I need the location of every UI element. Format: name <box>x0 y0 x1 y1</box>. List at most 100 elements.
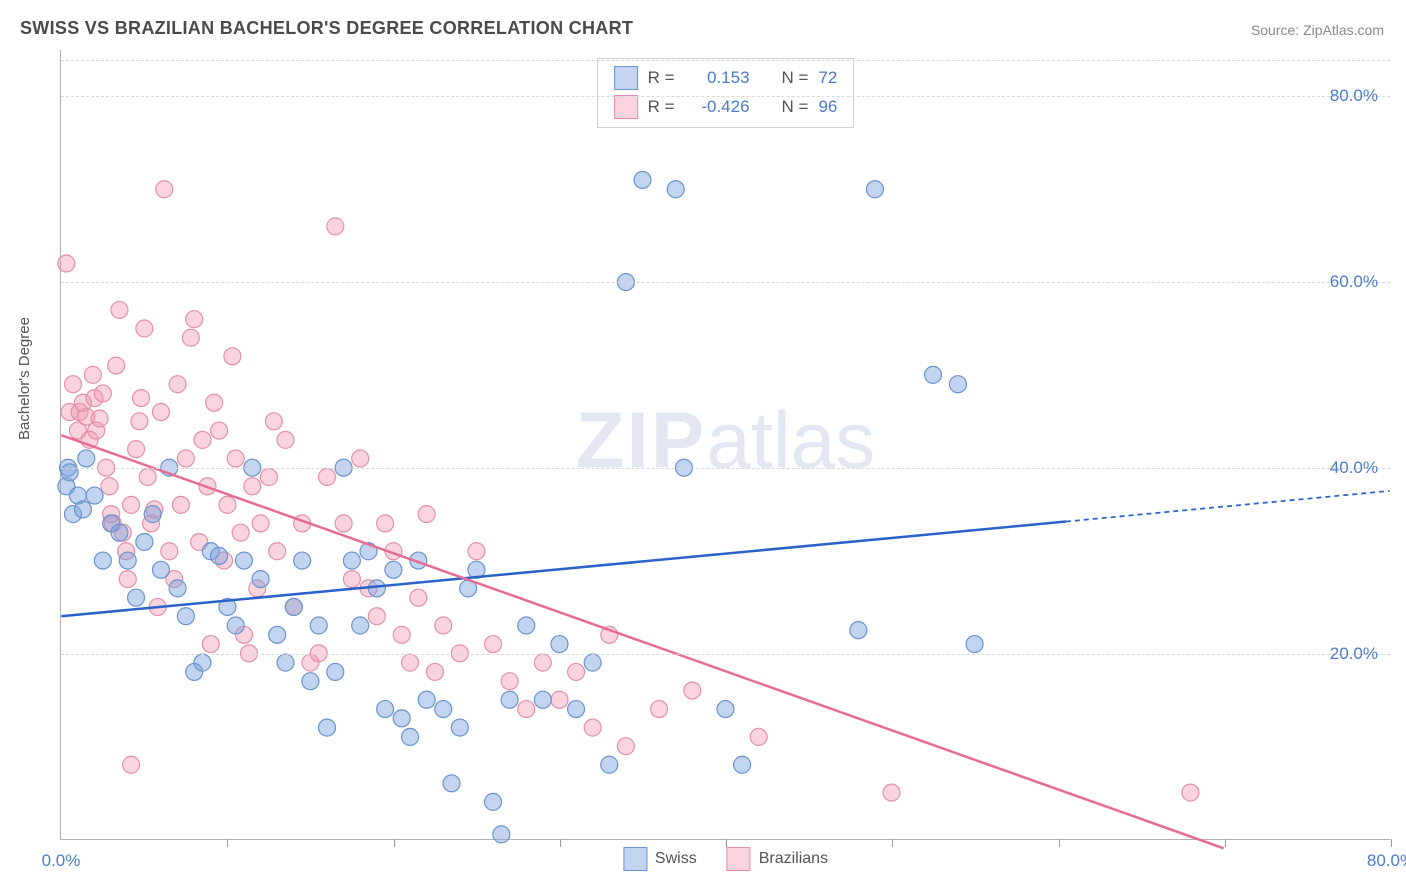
data-point <box>123 496 140 513</box>
trend-line <box>61 522 1066 617</box>
data-point <box>58 255 75 272</box>
x-tick <box>394 839 395 847</box>
data-point <box>277 431 294 448</box>
data-point <box>393 710 410 727</box>
grid-line <box>61 282 1390 283</box>
data-point <box>534 654 551 671</box>
r-label: R = <box>648 64 675 93</box>
swiss-r-value: 0.153 <box>685 64 750 93</box>
data-point <box>144 506 161 523</box>
data-point <box>94 385 111 402</box>
data-point <box>224 348 241 365</box>
x-tick <box>1059 839 1060 847</box>
data-point <box>634 171 651 188</box>
x-axis-label-right: 80.0% <box>1367 851 1406 871</box>
data-point <box>156 181 173 198</box>
grid-line <box>61 468 1390 469</box>
data-point <box>252 515 269 532</box>
data-point <box>152 404 169 421</box>
data-point <box>94 552 111 569</box>
data-point <box>418 691 435 708</box>
x-axis-label-left: 0.0% <box>42 851 81 871</box>
data-point <box>949 376 966 393</box>
data-point <box>866 181 883 198</box>
data-point <box>219 496 236 513</box>
data-point <box>966 636 983 653</box>
data-point <box>302 673 319 690</box>
data-point <box>319 719 336 736</box>
data-point <box>260 468 277 485</box>
data-point <box>139 468 156 485</box>
data-point <box>161 543 178 560</box>
data-point <box>123 756 140 773</box>
data-point <box>86 487 103 504</box>
data-point <box>294 552 311 569</box>
data-point <box>119 571 136 588</box>
data-point <box>269 626 286 643</box>
data-point <box>601 756 618 773</box>
data-point <box>327 663 344 680</box>
data-point <box>177 450 194 467</box>
brazilians-legend-icon <box>727 847 751 871</box>
data-point <box>1182 784 1199 801</box>
data-point <box>617 738 634 755</box>
data-point <box>750 728 767 745</box>
data-point <box>327 218 344 235</box>
source-attribution: Source: ZipAtlas.com <box>1251 22 1384 38</box>
data-point <box>850 622 867 639</box>
stats-row-swiss: R = 0.153 N = 72 <box>614 64 838 93</box>
data-point <box>194 654 211 671</box>
n-label: N = <box>782 64 809 93</box>
data-point <box>402 728 419 745</box>
data-point <box>128 589 145 606</box>
data-point <box>202 636 219 653</box>
brazilians-marker-icon <box>614 95 638 119</box>
stats-box: R = 0.153 N = 72 R = -0.426 N = 96 <box>597 58 855 128</box>
data-point <box>352 450 369 467</box>
x-tick <box>560 839 561 847</box>
data-point <box>111 301 128 318</box>
data-point <box>186 311 203 328</box>
legend-item-brazilians: Brazilians <box>727 847 828 871</box>
data-point <box>584 654 601 671</box>
data-point <box>468 543 485 560</box>
y-tick-label: 20.0% <box>1330 644 1378 664</box>
legend-item-swiss: Swiss <box>623 847 697 871</box>
data-point <box>485 636 502 653</box>
grid-line <box>61 60 1390 61</box>
data-point <box>377 515 394 532</box>
data-point <box>206 394 223 411</box>
x-tick <box>726 839 727 847</box>
data-point <box>335 515 352 532</box>
data-point <box>211 547 228 564</box>
data-point <box>343 552 360 569</box>
grid-line <box>61 654 1390 655</box>
y-axis-label: Bachelor's Degree <box>16 317 33 440</box>
data-point <box>485 793 502 810</box>
data-point <box>435 701 452 718</box>
data-point <box>64 376 81 393</box>
data-point <box>518 617 535 634</box>
data-point <box>169 376 186 393</box>
plot-area: ZIPatlas R = 0.153 N = 72 R = -0.426 N =… <box>60 50 1390 840</box>
data-point <box>443 775 460 792</box>
data-point <box>925 366 942 383</box>
y-tick-label: 80.0% <box>1330 86 1378 106</box>
data-point <box>84 366 101 383</box>
data-point <box>265 413 282 430</box>
data-point <box>244 478 261 495</box>
brazilians-legend-label: Brazilians <box>759 850 828 868</box>
x-tick <box>892 839 893 847</box>
data-point <box>717 701 734 718</box>
data-point <box>534 691 551 708</box>
data-point <box>119 552 136 569</box>
data-point <box>227 617 244 634</box>
x-tick <box>1225 839 1226 847</box>
data-point <box>451 719 468 736</box>
data-point <box>501 691 518 708</box>
data-point <box>194 431 211 448</box>
swiss-n-value: 72 <box>818 64 837 93</box>
data-point <box>667 181 684 198</box>
data-point <box>310 617 327 634</box>
data-point <box>410 589 427 606</box>
